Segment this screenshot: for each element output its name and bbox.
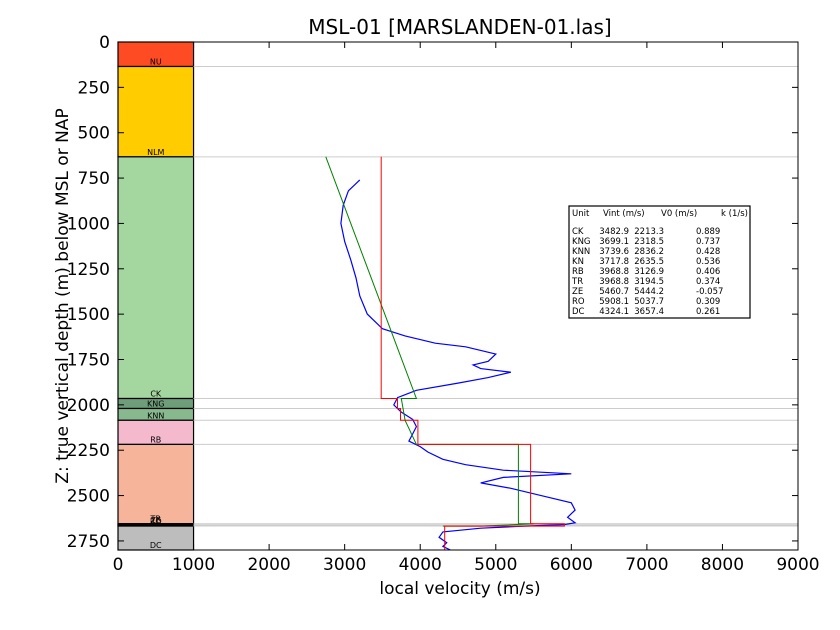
y-tick-label: 500	[78, 124, 110, 144]
legend-cell: KNN	[572, 247, 590, 257]
unit-label: ZE	[151, 516, 162, 525]
legend-cell: 5037.7	[634, 297, 664, 307]
chart-title: MSL-01 [MARSLANDEN-01.las]	[308, 15, 611, 39]
legend-cell: 3739.6	[599, 247, 629, 257]
y-tick-label: 2000	[67, 396, 110, 416]
unit-label: NLM	[147, 148, 164, 157]
y-tick-label: 250	[78, 78, 110, 98]
x-tick-label: 7000	[625, 555, 668, 575]
x-tick-label: 3000	[323, 555, 366, 575]
unit-block	[117, 443, 195, 525]
legend-cell: 3482.9	[599, 227, 629, 237]
series-line	[340, 179, 577, 551]
legend-cell: 3968.8	[599, 277, 629, 287]
legend-cell: 4324.1	[599, 307, 629, 317]
legend-cell: 0.309	[696, 297, 720, 307]
legend-box: Unit Vint (m/s) V0 (m/s) k (1/s) CK 3482.9 221…	[568, 205, 751, 319]
legend-cell: TR	[571, 277, 583, 287]
y-axis-ticks: 0 250 500 750 1000 1250 1500 1750 2000 2250 2500 27…	[67, 33, 798, 552]
unit-block	[117, 156, 195, 400]
unit-label: RB	[150, 435, 161, 444]
unit-label: TR	[150, 515, 162, 524]
unit-label: RO	[150, 517, 162, 526]
y-tick-label: 2500	[67, 487, 110, 507]
legend-cell: 5460.7	[599, 287, 629, 297]
legend-cell: 3657.4	[634, 307, 664, 317]
legend-cell: 0.737	[696, 237, 720, 247]
legend-cell: RB	[572, 267, 584, 277]
legend-cell: DC	[572, 307, 585, 317]
legend-header: V0 (m/s)	[661, 209, 697, 219]
unit-label: NU	[150, 57, 162, 66]
unit-label: KNG	[147, 399, 164, 408]
x-tick-label: 2000	[247, 555, 290, 575]
y-axis-label: Z: true vertical depth (m) below MSL or …	[53, 108, 73, 483]
y-tick-label: 1750	[67, 351, 110, 371]
legend-cell: KN	[572, 257, 584, 267]
legend-cell: 5444.2	[634, 287, 664, 297]
legend-cell: 2318.5	[634, 237, 664, 247]
y-tick-label: 1250	[67, 260, 110, 280]
x-tick-label: 9000	[776, 555, 819, 575]
series-line	[380, 156, 565, 550]
legend-cell: -0.057	[696, 287, 723, 297]
legend-cell: CK	[572, 227, 584, 237]
unit-block	[117, 41, 195, 68]
legend-cell: 0.536	[696, 257, 720, 267]
y-tick-label: 2250	[67, 441, 110, 461]
legend-cell: 0.406	[696, 267, 720, 277]
series-layer	[325, 156, 577, 551]
legend-cell: 0.374	[696, 277, 720, 287]
legend-cell: 2635.5	[634, 257, 664, 267]
unit-label: DC	[150, 541, 162, 550]
legend-cell: RO	[572, 297, 585, 307]
legend-header: Unit	[572, 209, 590, 219]
legend-cell: 3699.1	[599, 237, 629, 247]
x-tick-label: 1000	[172, 555, 215, 575]
legend-cell: 0.428	[696, 247, 720, 257]
y-tick-label: 2750	[67, 532, 110, 552]
x-axis-label: local velocity (m/s)	[379, 579, 540, 599]
unit-label: CK	[150, 390, 162, 399]
legend-cell: 5908.1	[599, 297, 629, 307]
y-tick-label: 750	[78, 169, 110, 189]
x-tick-label: 0	[113, 555, 124, 575]
legend-cell: KNG	[572, 237, 591, 247]
legend-cell: 2836.2	[634, 247, 664, 257]
unit-label: KNN	[147, 411, 164, 420]
legend-cell: 2213.3	[634, 227, 664, 237]
y-tick-label: 1000	[67, 214, 110, 234]
y-tick-label: 1500	[67, 305, 110, 325]
legend-cell: 0.889	[696, 227, 720, 237]
legend-cell: ZE	[572, 287, 583, 297]
plot-frame	[117, 41, 799, 551]
y-tick-label: 0	[99, 33, 110, 53]
legend-cell: 3717.8	[599, 257, 629, 267]
x-axis-ticks: 0 1000 2000 3000 4000 5000 6000 7000 8000 9000	[113, 42, 820, 575]
unit-block	[117, 65, 195, 158]
legend-header: Vint (m/s)	[603, 209, 645, 219]
x-tick-label: 4000	[399, 555, 442, 575]
legend-cell: 3126.9	[634, 267, 664, 277]
legend-cell: 3194.5	[634, 277, 664, 287]
x-tick-label: 5000	[474, 555, 517, 575]
legend-cell: 0.261	[696, 307, 720, 317]
x-tick-label: 6000	[550, 555, 593, 575]
legend-cell: 3968.8	[599, 267, 629, 277]
legend-frame	[568, 205, 751, 319]
legend-header: k (1/s)	[721, 209, 748, 219]
x-tick-label: 8000	[701, 555, 744, 575]
